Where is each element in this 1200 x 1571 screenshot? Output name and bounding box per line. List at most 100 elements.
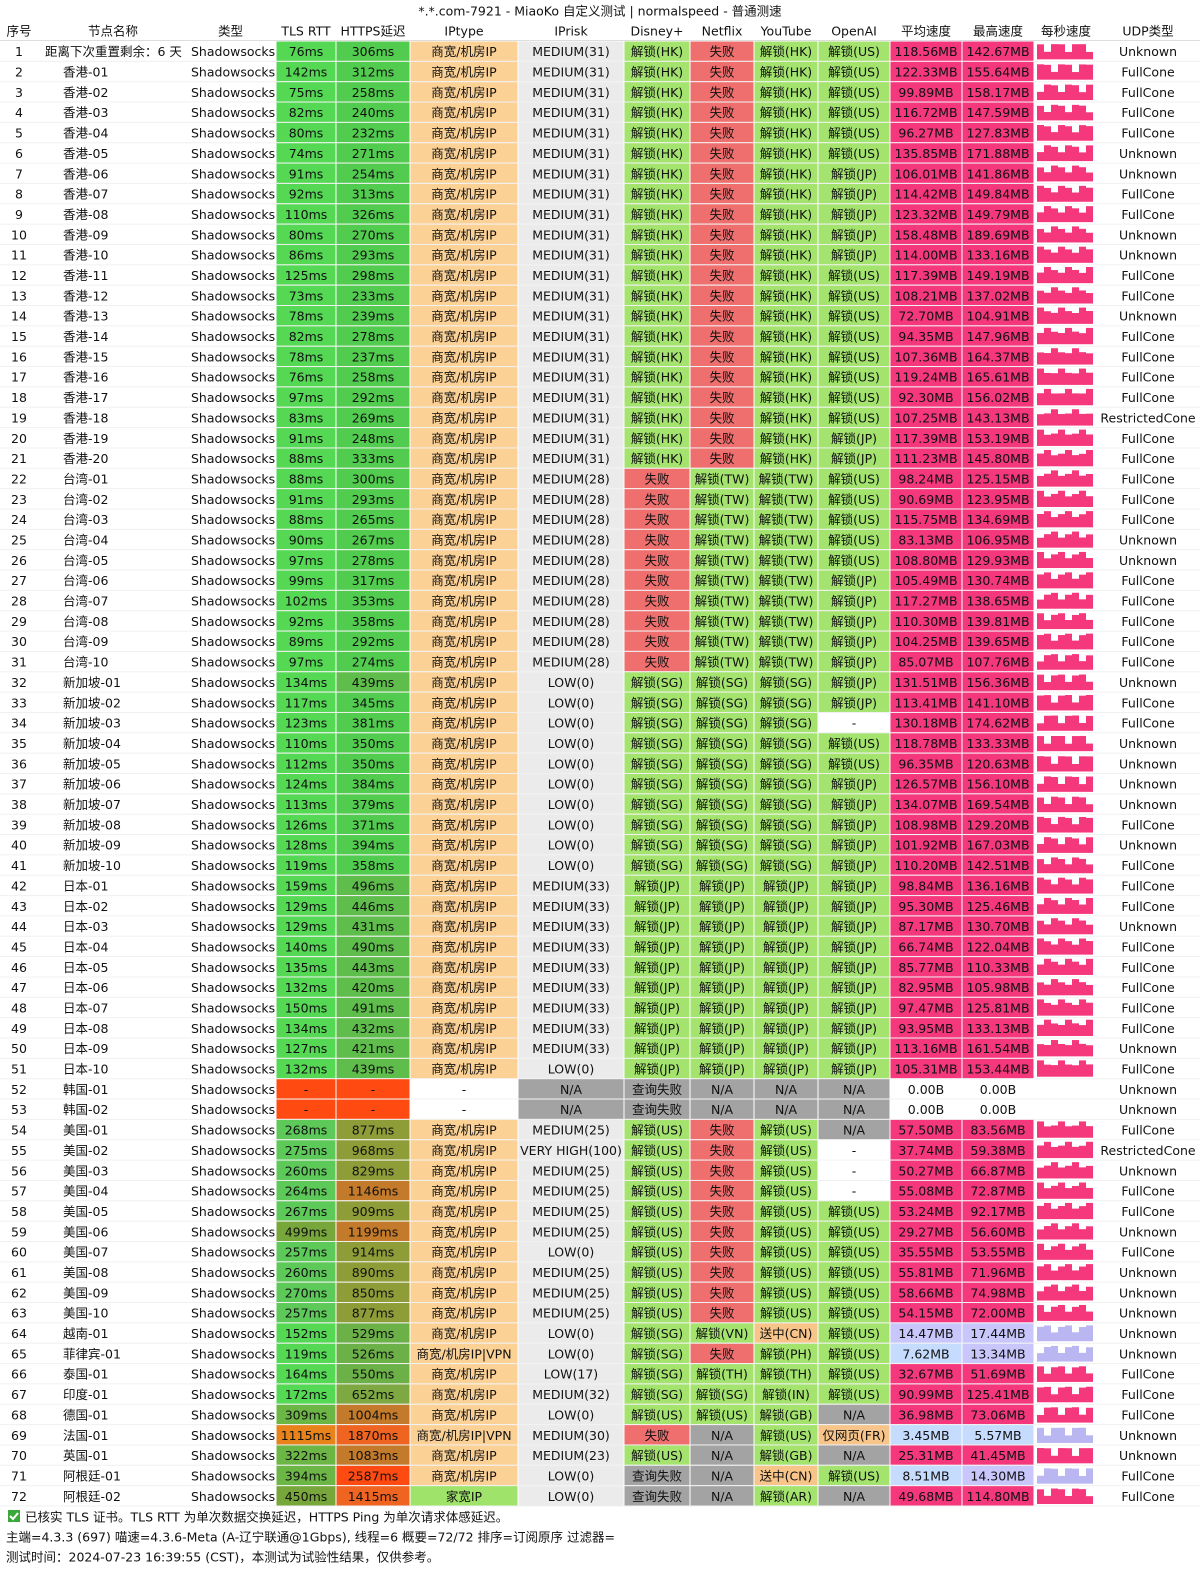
cell-bg bbox=[276, 1160, 336, 1180]
cell-text: 解锁(HK) bbox=[631, 85, 683, 100]
cell-text: MEDIUM(25) bbox=[532, 1265, 610, 1280]
cell-text: 394ms bbox=[285, 1468, 328, 1483]
speed-spark bbox=[1044, 473, 1051, 487]
cell-text: 解锁(SG) bbox=[696, 716, 748, 731]
cell-text: LOW(0) bbox=[548, 1245, 594, 1260]
cell-text: 新加坡-01 bbox=[63, 675, 121, 690]
cell-text: 118.78MB bbox=[894, 736, 957, 751]
cell-text: 解锁(US) bbox=[828, 756, 880, 771]
speed-spark bbox=[1086, 187, 1093, 202]
cell-bg bbox=[410, 448, 518, 468]
cell-bg bbox=[818, 285, 890, 306]
cell-text: Shadowsocks bbox=[191, 1082, 275, 1097]
cell-bg bbox=[754, 692, 818, 712]
cell-text: 8 bbox=[15, 187, 23, 202]
speed-spark bbox=[1065, 372, 1072, 385]
cell-text: 解锁(SG) bbox=[696, 675, 748, 690]
cell-text: 7 bbox=[15, 166, 23, 181]
cell-bg bbox=[818, 265, 890, 285]
cell-text: 解锁(GB) bbox=[759, 1448, 812, 1463]
cell-text: 50 bbox=[11, 1041, 27, 1056]
cell-text: 解锁(SG) bbox=[760, 716, 812, 731]
cell-text: LOW(0) bbox=[548, 1326, 594, 1341]
cell-text: 384ms bbox=[352, 777, 395, 792]
cell-text: MEDIUM(33) bbox=[532, 919, 610, 934]
cell-text: 解锁(US) bbox=[760, 1163, 812, 1178]
cell-text: Unknown bbox=[1119, 1265, 1177, 1280]
speed-spark bbox=[1065, 633, 1072, 650]
column-header: IPtype bbox=[444, 24, 483, 39]
speed-spark bbox=[1072, 654, 1079, 670]
speed-spark bbox=[1058, 167, 1065, 182]
speed-spark bbox=[1086, 534, 1093, 548]
cell-bg bbox=[336, 407, 410, 428]
cell-bg bbox=[818, 1058, 890, 1079]
speed-spark bbox=[1044, 682, 1051, 691]
cell-text: 解锁(GB) bbox=[759, 1407, 812, 1422]
cell-bg bbox=[818, 875, 890, 896]
cell-bg bbox=[818, 835, 890, 855]
cell-bg bbox=[962, 753, 1034, 773]
cell-text: 1199ms bbox=[348, 1224, 399, 1239]
cell-text: 421ms bbox=[352, 1041, 395, 1056]
speed-spark bbox=[1058, 964, 1065, 975]
cell-bg bbox=[518, 631, 624, 651]
speed-spark bbox=[1058, 1448, 1065, 1464]
cell-bg bbox=[624, 387, 690, 407]
cell-text: 164ms bbox=[285, 1367, 328, 1382]
cell-text: 133.13MB bbox=[966, 1021, 1029, 1036]
cell-text: 134.69MB bbox=[966, 512, 1029, 527]
cell-text: 293ms bbox=[352, 492, 395, 507]
speed-spark bbox=[1065, 1386, 1072, 1403]
cell-bg bbox=[624, 774, 690, 794]
cell-bg bbox=[410, 407, 518, 428]
cell-text: 526ms bbox=[352, 1346, 395, 1361]
speed-spark bbox=[1037, 167, 1044, 182]
cell-text: 日本-08 bbox=[63, 1021, 108, 1036]
speed-spark bbox=[1086, 743, 1093, 752]
cell-text: 102ms bbox=[285, 594, 328, 609]
cell-text: LOW(0) bbox=[548, 756, 594, 771]
cell-text: Unknown bbox=[1119, 1102, 1177, 1117]
cell-text: FullCone bbox=[1121, 939, 1175, 954]
cell-text: 90.99MB bbox=[898, 1387, 953, 1402]
cell-text: 39 bbox=[11, 817, 27, 832]
speed-spark bbox=[1051, 348, 1058, 365]
cell-text: Shadowsocks bbox=[191, 410, 275, 425]
speed-spark bbox=[1072, 287, 1079, 304]
speed-spark bbox=[1065, 266, 1072, 284]
cell-bg bbox=[754, 794, 818, 814]
cell-bg bbox=[818, 1384, 890, 1404]
speed-spark bbox=[1051, 104, 1058, 121]
cell-text: 解锁(HK) bbox=[631, 207, 683, 222]
speed-spark bbox=[1072, 614, 1079, 630]
cell-bg bbox=[276, 753, 336, 773]
speed-spark bbox=[1051, 493, 1058, 507]
cell-text: LOW(0) bbox=[548, 858, 594, 873]
column-header: YouTube bbox=[760, 24, 812, 39]
cell-bg bbox=[410, 835, 518, 855]
cell-text: 新加坡-10 bbox=[63, 858, 121, 873]
cell-text: 119.24MB bbox=[894, 370, 957, 385]
cell-text: 232ms bbox=[352, 126, 395, 141]
cell-bg bbox=[410, 1262, 518, 1282]
cell-bg bbox=[518, 163, 624, 183]
cell-bg bbox=[754, 1404, 818, 1425]
speed-spark bbox=[1044, 111, 1051, 121]
speed-spark bbox=[1065, 311, 1072, 324]
cell-text: 解锁(JP) bbox=[634, 1062, 680, 1077]
cell-bg bbox=[518, 1404, 624, 1425]
cell-text: 129.93MB bbox=[966, 553, 1029, 568]
cell-bg bbox=[754, 265, 818, 285]
cell-text: 134ms bbox=[285, 675, 328, 690]
cell-bg bbox=[518, 1364, 624, 1384]
cell-bg bbox=[818, 1079, 890, 1099]
speed-spark bbox=[1037, 185, 1044, 202]
cell-bg bbox=[962, 428, 1034, 448]
cell-bg bbox=[890, 285, 962, 306]
cell-bg bbox=[276, 448, 336, 468]
cell-bg bbox=[962, 285, 1034, 306]
cell-text: 失败 bbox=[644, 573, 670, 588]
cell-bg bbox=[410, 1486, 518, 1506]
cell-bg bbox=[276, 1384, 336, 1404]
